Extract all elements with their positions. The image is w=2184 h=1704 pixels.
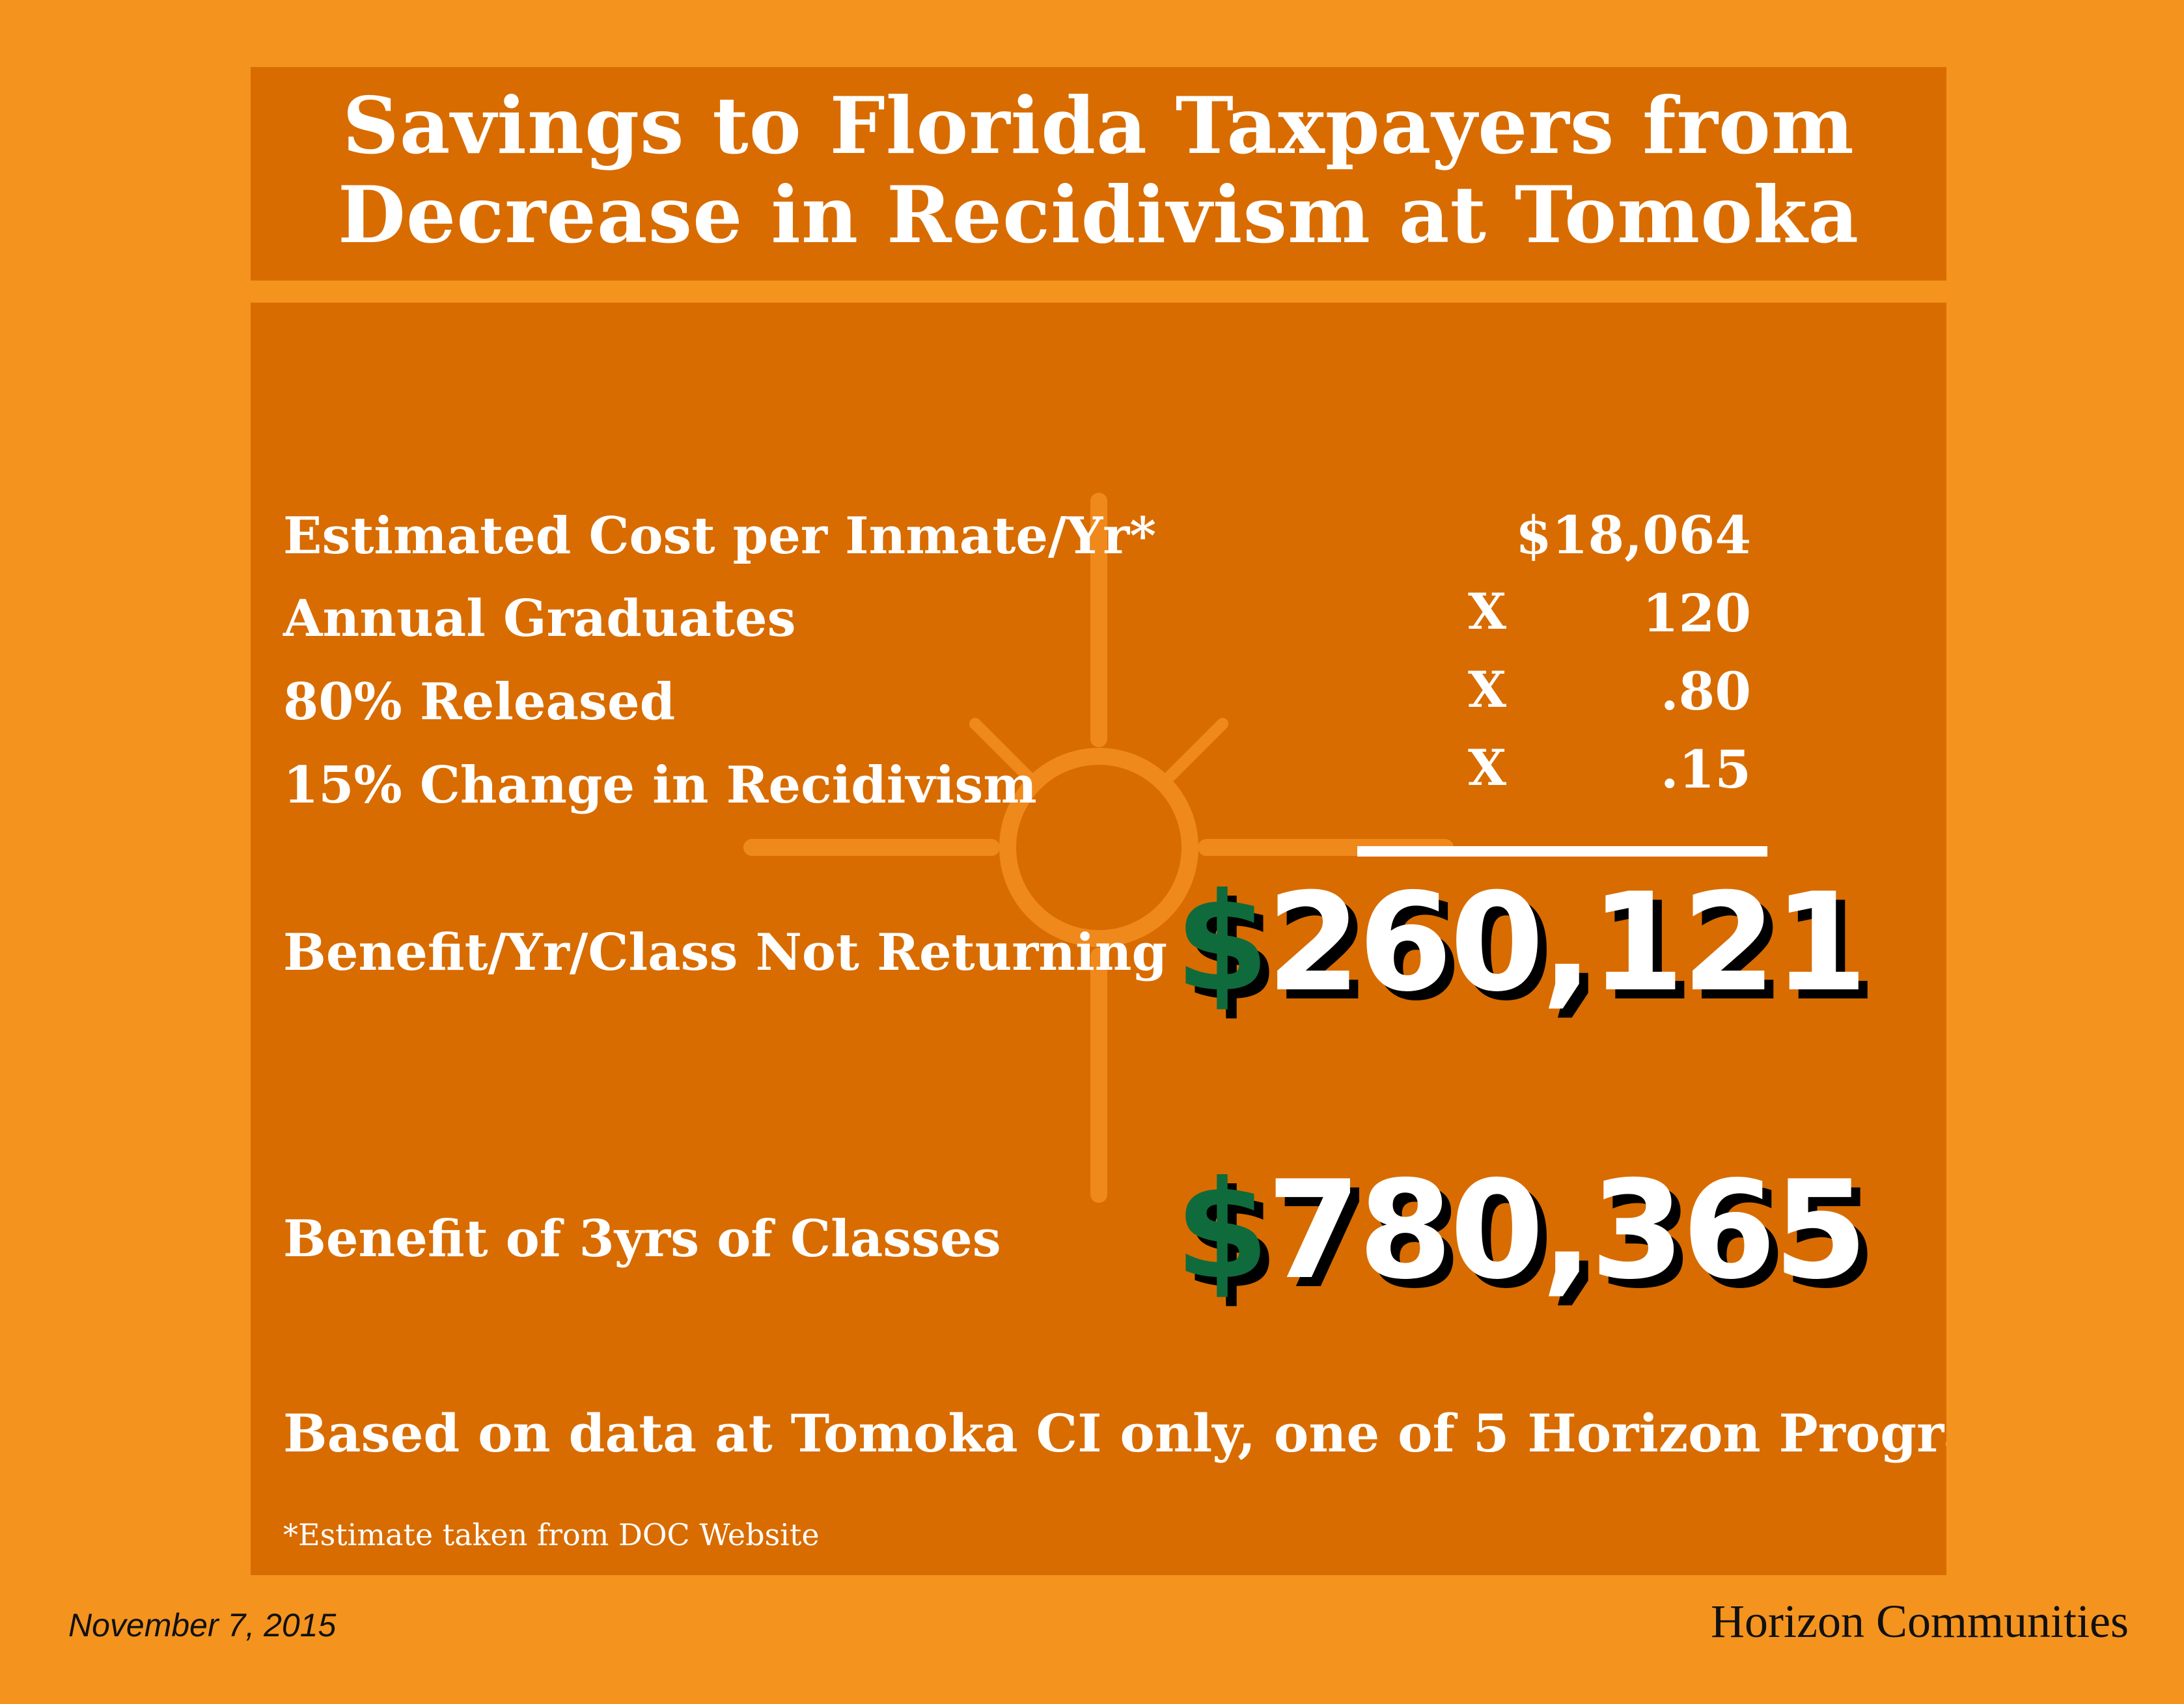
data-source-note: Based on data at Tomoka CI only, one of … [283, 1403, 1946, 1464]
row-operator-recidivism-change: X [1468, 739, 1506, 797]
footer-organization: Horizon Communities [1711, 1595, 2129, 1647]
benefit-three-years-amount: $780,365 [1175, 1163, 1868, 1299]
title-line-2: Decrease in Recidivism at Tomoka [337, 169, 1860, 261]
benefit-per-year-amount: $260,121 [1175, 875, 1868, 1011]
row-value-cost-per-inmate: $18,064 [1515, 504, 1751, 566]
row-value-recidivism-change: .15 [1660, 739, 1751, 800]
title-banner: Savings to Florida Taxpayers from Decrea… [251, 67, 1946, 281]
sum-divider-line [1357, 846, 1767, 857]
row-value-annual-graduates: 120 [1642, 583, 1751, 644]
benefit-per-year-currency: $ [1175, 864, 1269, 1022]
row-operator-annual-graduates: X [1468, 583, 1506, 640]
row-value-released: .80 [1660, 661, 1751, 722]
benefit-three-years-currency: $ [1175, 1152, 1269, 1310]
benefit-three-years-label: Benefit of 3yrs of Classes [283, 1209, 1001, 1269]
row-label-cost-per-inmate: Estimated Cost per Inmate/Yr* [283, 506, 1157, 566]
row-operator-released: X [1468, 661, 1506, 719]
title-line-1: Savings to Florida Taxpayers from [342, 80, 1855, 172]
row-label-annual-graduates: Annual Graduates [283, 589, 796, 648]
row-label-recidivism-change: 15% Change in Recidivism [283, 756, 1037, 815]
benefit-three-years-value: 780,365 [1266, 1152, 1868, 1310]
benefit-per-year-label: Benefit/Yr/Class Not Returning [283, 923, 1167, 982]
benefit-per-year-value: 260,121 [1266, 864, 1868, 1022]
calculation-panel: Estimated Cost per Inmate/Yr* $18,064 An… [251, 303, 1946, 1575]
footer-date: November 7, 2015 [68, 1607, 337, 1643]
estimate-footnote: *Estimate taken from DOC Website [283, 1517, 820, 1552]
row-label-released: 80% Released [283, 672, 676, 732]
